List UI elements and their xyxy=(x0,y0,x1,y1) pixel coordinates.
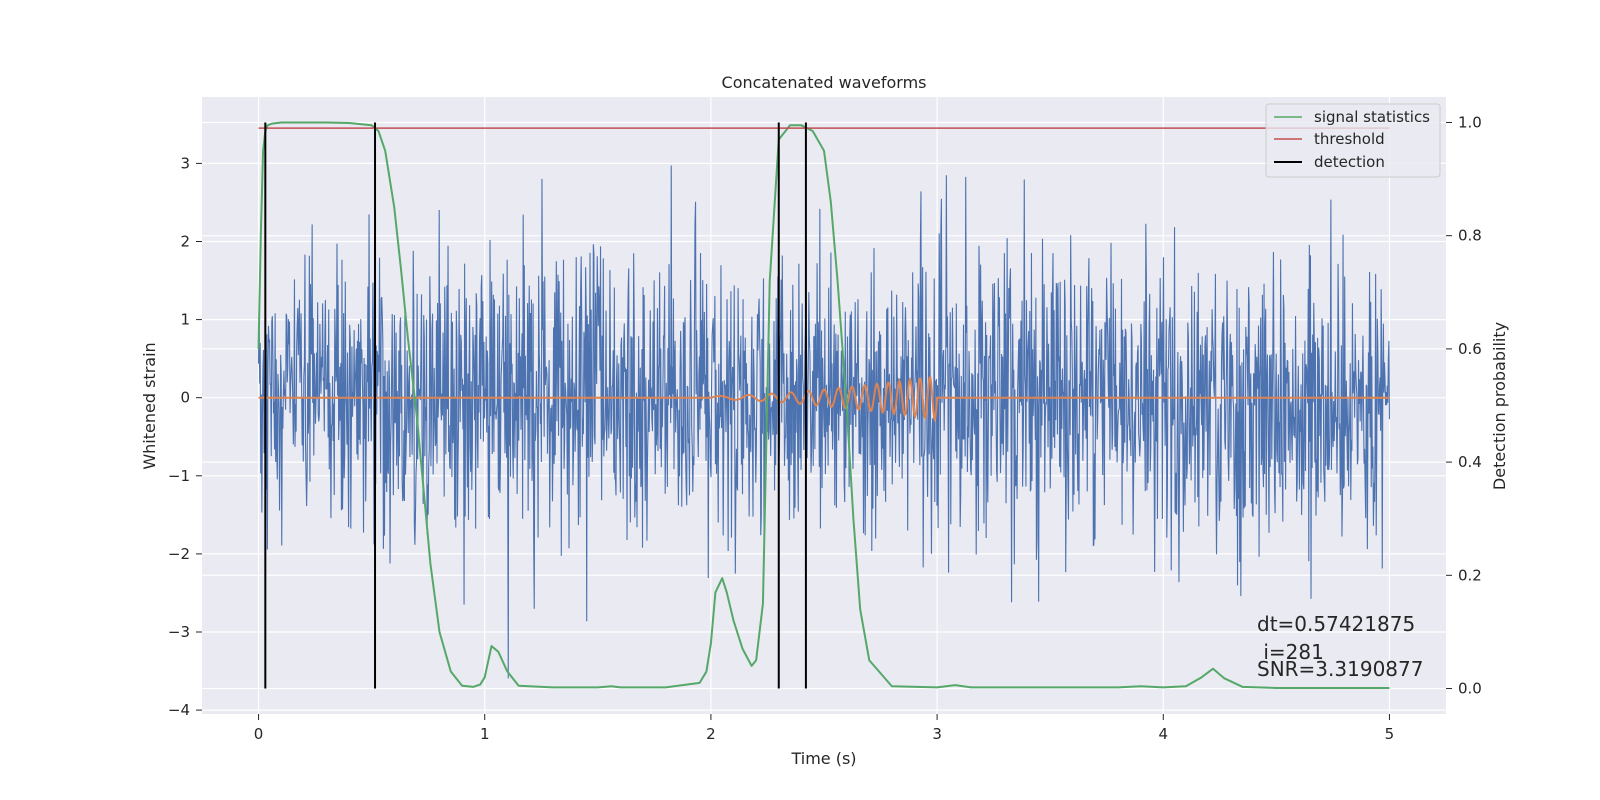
x-tick-label: 0 xyxy=(254,725,264,743)
signal-statistics-series xyxy=(257,121,1390,689)
x-axis-label: Time (s) xyxy=(790,749,856,768)
annotation-dt: dt=0.57421875 xyxy=(1257,612,1415,636)
x-tick-label: 2 xyxy=(706,725,716,743)
y-tick-label: 1 xyxy=(180,311,190,329)
y-tick-label: −1 xyxy=(168,467,190,485)
y2-tick-label: 1.0 xyxy=(1458,113,1482,131)
x-tick-label: 5 xyxy=(1385,725,1395,743)
x-tick-label: 4 xyxy=(1158,725,1168,743)
legend-label-threshold: threshold xyxy=(1314,130,1385,148)
legend: signal statistics threshold detection xyxy=(1265,103,1441,178)
legend-label-detection: detection xyxy=(1314,153,1385,171)
annotation-snr: SNR=3.3190877 xyxy=(1257,657,1423,681)
y-tick-label: −2 xyxy=(168,545,190,563)
axis-ticks: 0 1 2 3 4 5 −4 −3 −2 −1 0 1 2 3 0.0 0.2 0.4 0.6 0.8 1.0 xyxy=(168,113,1482,743)
y-tick-label: 2 xyxy=(180,232,190,250)
noise-line xyxy=(258,165,1390,679)
injected-waveform-line xyxy=(258,376,1390,423)
y-tick-label: −3 xyxy=(168,623,190,641)
y2-tick-label: 0.6 xyxy=(1458,340,1482,358)
y-tick-label: −4 xyxy=(168,701,190,719)
y2-axis-label: Detection probability xyxy=(1490,322,1509,490)
y2-tick-label: 0.4 xyxy=(1458,453,1482,471)
injected-waveform-series xyxy=(258,376,1390,423)
noise-series xyxy=(258,165,1390,679)
legend-box xyxy=(1265,103,1441,178)
annotation-index: i=281 xyxy=(1257,640,1324,664)
y2-tick-label: 0.2 xyxy=(1458,566,1482,584)
x-tick-label: 1 xyxy=(480,725,490,743)
y-axis-label: Whitened strain xyxy=(140,342,159,469)
detection-series xyxy=(264,122,807,689)
y-tick-label: 0 xyxy=(180,389,190,407)
y2-tick-label: 0.0 xyxy=(1458,680,1482,698)
x-tick-label: 3 xyxy=(932,725,942,743)
chart-title: Concatenated waveforms xyxy=(722,73,927,92)
y2-tick-label: 0.8 xyxy=(1458,227,1482,245)
signal-statistics-line xyxy=(257,121,1390,689)
legend-label-signal-statistics: signal statistics xyxy=(1314,108,1430,126)
y-tick-label: 3 xyxy=(180,154,190,172)
